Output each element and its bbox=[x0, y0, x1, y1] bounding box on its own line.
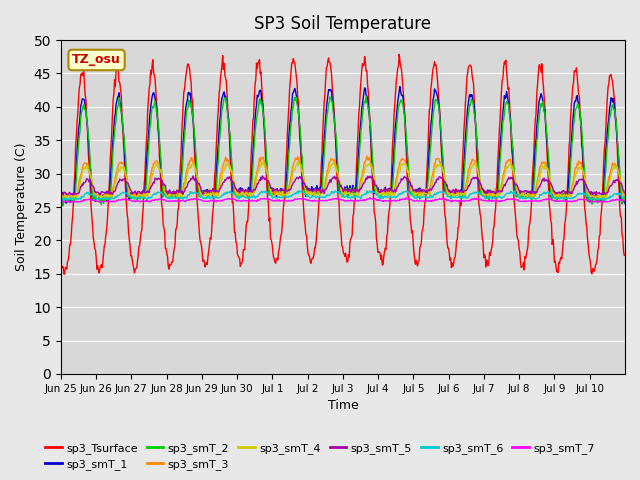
sp3_smT_6 bbox=[124, 192, 132, 198]
sp3_smT_6 bbox=[57, 195, 65, 201]
Line: sp3_Tsurface: sp3_Tsurface bbox=[61, 54, 625, 274]
sp3_smT_4 bbox=[621, 194, 629, 200]
sp3_Tsurface bbox=[277, 233, 285, 239]
Legend: sp3_Tsurface, sp3_smT_1, sp3_smT_2, sp3_smT_3, sp3_smT_4, sp3_smT_5, sp3_smT_6, : sp3_Tsurface, sp3_smT_1, sp3_smT_2, sp3_… bbox=[40, 438, 600, 474]
Line: sp3_smT_2: sp3_smT_2 bbox=[61, 96, 625, 206]
sp3_smT_1 bbox=[396, 84, 404, 89]
sp3_smT_5 bbox=[278, 187, 285, 193]
sp3_Tsurface bbox=[621, 252, 629, 258]
sp3_smT_7 bbox=[621, 198, 629, 204]
X-axis label: Time: Time bbox=[328, 399, 358, 412]
sp3_Tsurface bbox=[124, 216, 132, 222]
sp3_smT_2 bbox=[403, 137, 410, 143]
sp3_smT_3 bbox=[227, 166, 235, 171]
sp3_smT_4 bbox=[124, 181, 132, 187]
sp3_smT_5 bbox=[189, 173, 197, 179]
sp3_smT_4 bbox=[403, 164, 410, 169]
Line: sp3_smT_7: sp3_smT_7 bbox=[61, 198, 625, 203]
sp3_smT_7 bbox=[57, 197, 65, 203]
sp3_smT_6 bbox=[255, 192, 263, 197]
sp3_smT_5 bbox=[435, 177, 442, 182]
sp3_smT_5 bbox=[403, 175, 410, 181]
sp3_smT_2 bbox=[362, 94, 370, 99]
Line: sp3_smT_5: sp3_smT_5 bbox=[61, 176, 625, 195]
sp3_smT_6 bbox=[403, 189, 410, 194]
sp3_Tsurface bbox=[255, 57, 263, 62]
sp3_smT_5 bbox=[60, 192, 67, 198]
sp3_smT_1 bbox=[276, 191, 284, 196]
sp3_smT_3 bbox=[434, 156, 442, 161]
sp3_smT_4 bbox=[294, 158, 301, 164]
sp3_smT_3 bbox=[363, 153, 371, 159]
sp3_smT_5 bbox=[257, 178, 264, 183]
sp3_Tsurface bbox=[228, 184, 236, 190]
sp3_smT_1 bbox=[57, 199, 65, 204]
Line: sp3_smT_3: sp3_smT_3 bbox=[61, 156, 625, 199]
sp3_Tsurface bbox=[396, 51, 403, 57]
sp3_smT_6 bbox=[435, 190, 442, 195]
sp3_smT_2 bbox=[255, 97, 263, 103]
sp3_smT_1 bbox=[618, 201, 626, 206]
Line: sp3_smT_6: sp3_smT_6 bbox=[61, 191, 625, 201]
sp3_smT_7 bbox=[435, 196, 442, 202]
sp3_smT_3 bbox=[124, 178, 131, 183]
sp3_smT_6 bbox=[621, 195, 629, 201]
sp3_smT_2 bbox=[277, 189, 285, 195]
sp3_Tsurface bbox=[403, 155, 410, 161]
sp3_smT_3 bbox=[591, 196, 598, 202]
sp3_smT_4 bbox=[435, 163, 442, 169]
sp3_smT_1 bbox=[227, 151, 235, 156]
sp3_smT_1 bbox=[621, 201, 629, 206]
sp3_smT_4 bbox=[255, 167, 263, 173]
sp3_smT_7 bbox=[67, 200, 74, 205]
sp3_smT_4 bbox=[228, 168, 236, 174]
sp3_smT_1 bbox=[434, 94, 442, 99]
Title: SP3 Soil Temperature: SP3 Soil Temperature bbox=[255, 15, 431, 33]
sp3_smT_4 bbox=[277, 192, 285, 198]
sp3_smT_2 bbox=[57, 196, 65, 202]
sp3_smT_2 bbox=[621, 197, 629, 203]
sp3_Tsurface bbox=[435, 88, 442, 94]
Text: TZ_osu: TZ_osu bbox=[72, 53, 121, 66]
sp3_smT_4 bbox=[65, 197, 72, 203]
Y-axis label: Soil Temperature (C): Soil Temperature (C) bbox=[15, 143, 28, 271]
sp3_Tsurface bbox=[57, 256, 65, 262]
sp3_smT_3 bbox=[57, 192, 65, 197]
sp3_smT_3 bbox=[276, 190, 284, 196]
sp3_smT_5 bbox=[124, 180, 132, 186]
Line: sp3_smT_4: sp3_smT_4 bbox=[61, 161, 625, 200]
sp3_smT_4 bbox=[57, 194, 65, 200]
sp3_smT_6 bbox=[64, 198, 72, 204]
sp3_smT_5 bbox=[621, 190, 629, 196]
sp3_smT_1 bbox=[124, 193, 131, 199]
sp3_smT_1 bbox=[402, 132, 410, 138]
sp3_smT_3 bbox=[255, 161, 262, 167]
sp3_smT_2 bbox=[228, 156, 236, 162]
sp3_smT_6 bbox=[228, 190, 236, 196]
sp3_smT_7 bbox=[403, 195, 410, 201]
sp3_smT_3 bbox=[621, 192, 629, 198]
sp3_smT_6 bbox=[277, 195, 285, 201]
sp3_smT_2 bbox=[124, 191, 132, 197]
sp3_smT_7 bbox=[124, 197, 132, 203]
sp3_smT_5 bbox=[57, 192, 65, 197]
sp3_smT_7 bbox=[255, 197, 263, 203]
sp3_smT_7 bbox=[366, 195, 374, 201]
sp3_smT_6 bbox=[295, 188, 303, 193]
sp3_smT_2 bbox=[435, 102, 442, 108]
sp3_smT_7 bbox=[228, 196, 236, 202]
sp3_smT_2 bbox=[60, 203, 67, 209]
sp3_smT_5 bbox=[228, 178, 236, 184]
sp3_Tsurface bbox=[61, 271, 68, 277]
sp3_smT_1 bbox=[255, 92, 262, 98]
sp3_smT_7 bbox=[277, 198, 285, 204]
sp3_smT_3 bbox=[402, 162, 410, 168]
Line: sp3_smT_1: sp3_smT_1 bbox=[61, 86, 625, 204]
